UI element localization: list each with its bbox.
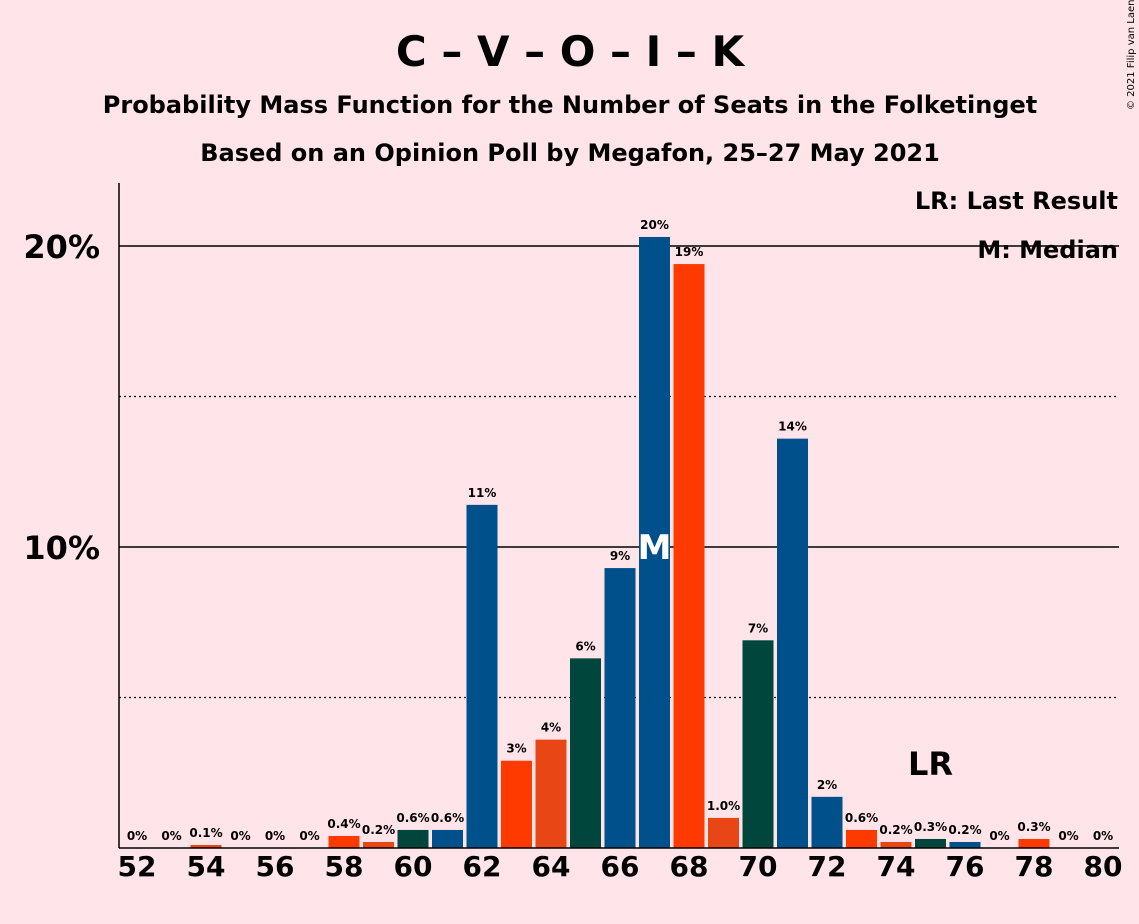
bar-seat-71	[777, 438, 808, 848]
data-labels: 0% 0% 0.1% 0% 0% 0%0.4% 0.2%0.6% 0.6%11%3%4%6%9…	[127, 218, 1113, 843]
chart-subtitle: Probability Mass Function for the Number…	[103, 91, 1037, 119]
data-label-seat-59: 0.2%	[362, 823, 395, 837]
y-tick-label: 10%	[23, 529, 100, 567]
data-label-seat-55: 0%	[230, 829, 250, 843]
data-label-seat-80: 0%	[1093, 829, 1113, 843]
bar-seat-66	[604, 568, 636, 848]
data-label-seat-60: 0.6%	[396, 811, 429, 825]
data-label-seat-78: 0.3%	[1017, 820, 1050, 834]
data-label-seat-65: 6%	[575, 639, 595, 653]
median-marker: M	[638, 528, 672, 568]
legend-median: M: Median	[977, 236, 1118, 264]
bar-seat-54	[190, 844, 222, 848]
bar-seat-61	[432, 829, 463, 848]
x-tick-label: 56	[256, 850, 295, 883]
data-label-seat-74: 0.2%	[879, 823, 912, 837]
bar-seat-75	[915, 838, 946, 848]
x-tick-label: 80	[1084, 850, 1123, 883]
x-tick-label: 54	[187, 850, 226, 883]
bar-seat-60	[397, 829, 429, 848]
data-label-seat-66: 9%	[610, 549, 630, 563]
copyright-note: © 2021 Filip van Laenen	[1126, 0, 1137, 110]
data-label-seat-52: 0%	[127, 829, 147, 843]
data-label-seat-56: 0%	[265, 829, 285, 843]
bar-seat-65	[570, 658, 601, 848]
legend-last-result: LR: Last Result	[915, 187, 1118, 215]
data-label-seat-68: 19%	[675, 245, 704, 259]
data-label-seat-58: 0.4%	[327, 817, 360, 831]
data-label-seat-53: 0%	[161, 829, 181, 843]
data-label-seat-61: 0.6%	[431, 811, 464, 825]
bars	[190, 236, 1050, 849]
bar-seat-74	[880, 841, 912, 848]
data-label-seat-57: 0%	[299, 829, 319, 843]
x-tick-label: 78	[1015, 850, 1054, 883]
data-label-seat-73: 0.6%	[845, 811, 878, 825]
x-tick-label: 72	[808, 850, 847, 883]
bar-seat-62	[466, 504, 498, 848]
x-tick-label: 70	[739, 850, 778, 883]
data-label-seat-71: 14%	[778, 420, 807, 434]
data-label-seat-75: 0.3%	[914, 820, 947, 834]
y-tick-labels: 10% 20%	[23, 228, 100, 567]
bar-seat-76	[949, 841, 981, 848]
bar-seat-73	[846, 829, 877, 848]
data-label-seat-79: 0%	[1058, 829, 1078, 843]
y-tick-label: 20%	[23, 228, 100, 266]
bar-seat-59	[363, 841, 394, 848]
data-label-seat-69: 1.0%	[707, 799, 740, 813]
data-label-seat-63: 3%	[506, 742, 526, 756]
x-tick-label: 76	[946, 850, 985, 883]
data-label-seat-67: 20%	[640, 218, 669, 232]
x-tick-label: 74	[877, 850, 916, 883]
x-tick-label: 52	[118, 850, 157, 883]
data-label-seat-70: 7%	[748, 621, 768, 635]
bar-seat-68	[673, 264, 705, 848]
data-label-seat-62: 11%	[468, 486, 497, 500]
x-tick-label: 64	[532, 850, 571, 883]
bar-seat-70	[742, 640, 774, 848]
x-tick-label: 58	[325, 850, 364, 883]
data-label-seat-54: 0.1%	[189, 826, 222, 840]
bar-seat-63	[501, 760, 532, 848]
bar-seat-69	[708, 817, 739, 848]
bar-seat-78	[1018, 838, 1050, 848]
bar-seat-58	[328, 835, 360, 848]
bar-seat-64	[535, 739, 567, 848]
x-tick-label: 68	[670, 850, 709, 883]
x-tick-labels: 52 54 56 58 60 62 64 66 68 70 72 74 76 78 80	[118, 850, 1123, 883]
x-tick-label: 60	[394, 850, 433, 883]
chart-subtitle-poll: Based on an Opinion Poll by Megafon, 25–…	[200, 139, 940, 167]
bar-seat-72	[811, 796, 843, 848]
data-label-seat-64: 4%	[541, 721, 561, 735]
last-result-marker: LR	[908, 745, 953, 783]
x-tick-label: 66	[601, 850, 640, 883]
data-label-seat-77: 0%	[989, 829, 1009, 843]
bar-seat-67	[639, 236, 670, 849]
data-label-seat-76: 0.2%	[948, 823, 981, 837]
chart-title: C – V – O – I – K	[396, 27, 746, 76]
x-tick-label: 62	[463, 850, 502, 883]
data-label-seat-72: 2%	[817, 778, 837, 792]
